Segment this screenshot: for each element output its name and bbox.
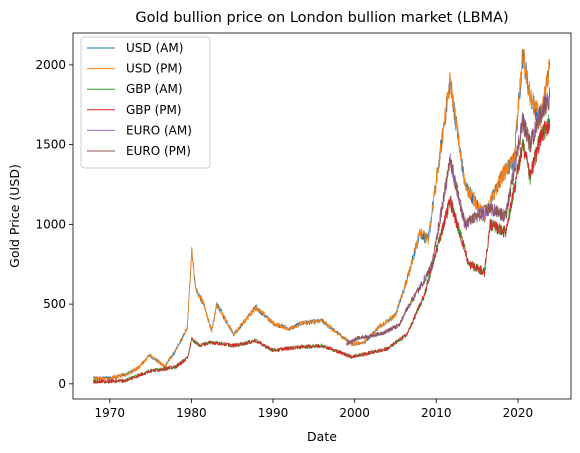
x-tick-label: 2000 bbox=[339, 406, 370, 420]
x-axis-label: Date bbox=[307, 429, 337, 444]
plot-frame bbox=[72, 32, 572, 400]
x-axis: 1970 1980 1990 2000 2010 2020 bbox=[94, 399, 533, 420]
legend-label-gbp-am: GBP (AM) bbox=[126, 82, 183, 96]
x-tick-label: 1970 bbox=[94, 406, 125, 420]
y-axis: 0 500 1000 1500 2000 bbox=[35, 58, 73, 391]
series-line-usd-pm bbox=[93, 49, 551, 381]
y-tick-label: 1500 bbox=[35, 138, 66, 152]
x-tick-label: 2010 bbox=[421, 406, 452, 420]
y-tick-label: 2000 bbox=[35, 58, 66, 72]
x-tick-label: 2020 bbox=[503, 406, 534, 420]
legend-label-usd-pm: USD (PM) bbox=[126, 62, 182, 76]
series-line-gbp-pm bbox=[93, 118, 551, 384]
x-tick-label: 1990 bbox=[258, 406, 289, 420]
legend-label-euro-pm: EURO (PM) bbox=[126, 144, 191, 158]
series-layer bbox=[93, 48, 551, 384]
y-tick-label: 0 bbox=[58, 377, 66, 391]
series-line-euro-pm bbox=[346, 87, 551, 346]
legend: USD (AM) USD (PM) GBP (AM) GBP (PM) EURO (AM… bbox=[80, 36, 211, 169]
legend-label-usd-am: USD (AM) bbox=[126, 41, 183, 55]
legend-label-euro-am: EURO (AM) bbox=[126, 123, 192, 137]
x-tick-label: 1980 bbox=[176, 406, 207, 420]
y-tick-label: 500 bbox=[43, 297, 66, 311]
legend-label-gbp-pm: GBP (PM) bbox=[126, 103, 182, 117]
chart-title: Gold bullion price on London bullion mar… bbox=[135, 10, 508, 26]
legend-entries: USD (AM) USD (PM) GBP (AM) GBP (PM) EURO (AM… bbox=[87, 41, 192, 158]
legend-box bbox=[80, 36, 211, 169]
y-tick-label: 1000 bbox=[35, 217, 66, 231]
y-axis-label: Gold Price (USD) bbox=[7, 164, 22, 268]
